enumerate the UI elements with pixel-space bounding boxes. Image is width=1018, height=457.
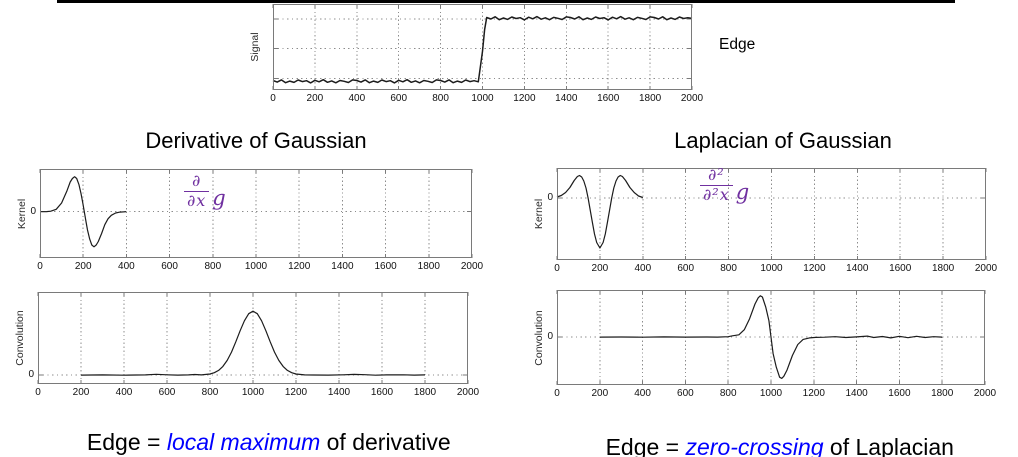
- x-tick-label: 1200: [802, 388, 825, 399]
- log-fraction-numerator: ∂²: [708, 165, 725, 184]
- left-caption-prefix: Edge =: [86, 429, 167, 455]
- x-tick-label: 600: [158, 387, 176, 398]
- signal-y-axis-label: Signal: [249, 32, 261, 62]
- x-tick-label: 400: [634, 263, 652, 274]
- plot-canvas: [556, 290, 986, 385]
- x-tick-label: 2000: [460, 261, 484, 272]
- x-tick-label: 1400: [846, 263, 869, 274]
- x-tick-label: 400: [115, 387, 133, 398]
- log-kernel-plot: Kernel 0 200 400 600 800 1000 1200 1400 1600 1800…: [533, 168, 997, 274]
- right-caption-suffix: of Laplacian: [823, 434, 954, 457]
- log-kernel-y-axis-label: Kernel: [533, 198, 545, 230]
- x-tick-label: 1200: [513, 93, 536, 104]
- x-tick-label: 600: [677, 263, 695, 274]
- x-tick-label: 1800: [638, 93, 662, 104]
- x-tick-label: 1000: [759, 388, 783, 399]
- x-tick-label: 1200: [284, 387, 308, 398]
- plot-canvas: [39, 169, 473, 258]
- left-caption-suffix: of derivative: [320, 429, 451, 455]
- log-fraction-denominator: ∂²x: [700, 184, 733, 205]
- right-caption-highlight: zero-crossing: [685, 434, 824, 457]
- x-tick-label: 200: [591, 388, 609, 399]
- x-tick-label: 200: [591, 263, 609, 274]
- signal-plot: Signal 0 200 400 600 800 1000 1200 1400 1600 1800…: [249, 4, 703, 104]
- dog-fraction-denominator: ∂x: [184, 190, 210, 211]
- x-tick-label: 200: [72, 387, 90, 398]
- right-caption-prefix: Edge =: [605, 434, 686, 457]
- x-tick-label: 1600: [597, 93, 620, 104]
- left-section-title: Derivative of Gaussian: [145, 128, 367, 153]
- x-tick-label: 200: [306, 93, 324, 104]
- dog-fraction: ∂ ∂x: [184, 171, 210, 211]
- left-caption-highlight: local maximum: [166, 429, 321, 455]
- right-caption: Edge = zero-crossing of Laplacian: [516, 407, 1018, 457]
- x-tick-label: 1000: [760, 263, 783, 274]
- log-formula: ∂² ∂²x g: [700, 166, 749, 205]
- x-tick-label: 1600: [374, 261, 397, 272]
- x-tick-label: 600: [677, 388, 694, 399]
- x-tick-label: 1800: [413, 387, 437, 398]
- x-tick-label: 1600: [888, 388, 911, 399]
- x-tick-label: 1400: [331, 261, 354, 272]
- x-tick-label: 1800: [931, 263, 955, 274]
- x-tick-label: 800: [432, 93, 449, 104]
- x-tick-label: 1200: [803, 263, 826, 274]
- x-tick-label: 200: [74, 261, 92, 272]
- x-tick-label: 1600: [889, 263, 912, 274]
- x-tick-label: 2000: [973, 388, 997, 399]
- x-tick-label: 0: [35, 387, 41, 398]
- x-tick-label: 800: [719, 388, 737, 399]
- plot-canvas: [556, 168, 987, 260]
- x-tick-label: 1000: [244, 261, 268, 272]
- x-tick-label: 400: [634, 388, 651, 399]
- x-tick-label: 600: [161, 261, 178, 272]
- x-tick-label: 1000: [241, 387, 265, 398]
- plot-canvas: [37, 292, 469, 384]
- log-fraction: ∂² ∂²x: [700, 166, 733, 205]
- x-tick-label: 800: [720, 263, 737, 274]
- dog-operand-g: g: [212, 186, 226, 211]
- x-tick-label: 2000: [680, 93, 704, 104]
- x-tick-label: 0: [554, 388, 560, 399]
- x-tick-label: 2000: [974, 263, 998, 274]
- x-tick-label: 1400: [327, 387, 351, 398]
- x-tick-label: 1400: [845, 388, 868, 399]
- dog-convolution-plot: Convolution 0 200 400 600 800 1000 1200 1400 160…: [14, 292, 479, 398]
- x-tick-label: 400: [348, 93, 366, 104]
- y-zero-label: 0: [547, 192, 553, 203]
- x-tick-label: 1600: [370, 387, 394, 398]
- dog-fraction-numerator: ∂: [192, 171, 202, 190]
- right-section-title: Laplacian of Gaussian: [674, 128, 892, 153]
- plot-canvas: [272, 4, 693, 90]
- x-tick-label: 1000: [471, 93, 494, 104]
- edge-annotation: Edge: [719, 36, 756, 53]
- log-operand-g: g: [735, 180, 750, 205]
- dog-formula: ∂ ∂x g: [184, 172, 226, 211]
- log-convolution-plot: Convolution 0 200 400 600 800 1000 1200 1400 160…: [533, 290, 996, 399]
- x-tick-label: 400: [118, 261, 135, 272]
- x-tick-label: 1400: [555, 93, 578, 104]
- x-tick-label: 0: [270, 93, 276, 104]
- x-tick-label: 1800: [417, 261, 440, 272]
- dog-convolution-y-axis-label: Convolution: [14, 310, 26, 366]
- y-zero-label: 0: [28, 369, 34, 381]
- x-tick-label: 0: [37, 261, 43, 272]
- x-tick-label: 600: [390, 93, 408, 104]
- x-tick-label: 800: [204, 261, 222, 272]
- y-zero-label: 0: [547, 331, 553, 343]
- x-tick-label: 2000: [456, 387, 480, 398]
- y-zero-label: 0: [30, 205, 36, 217]
- x-tick-label: 1800: [931, 388, 954, 399]
- dog-kernel-plot: Kernel 0 200 400 600 800 1000 1200 1400 1600 1800…: [16, 169, 483, 272]
- left-caption: Edge = local maximum of derivative: [0, 402, 512, 457]
- top-rule: [57, 0, 955, 3]
- x-tick-label: 1200: [288, 261, 311, 272]
- x-tick-label: 800: [201, 387, 219, 398]
- x-tick-label: 0: [554, 263, 560, 274]
